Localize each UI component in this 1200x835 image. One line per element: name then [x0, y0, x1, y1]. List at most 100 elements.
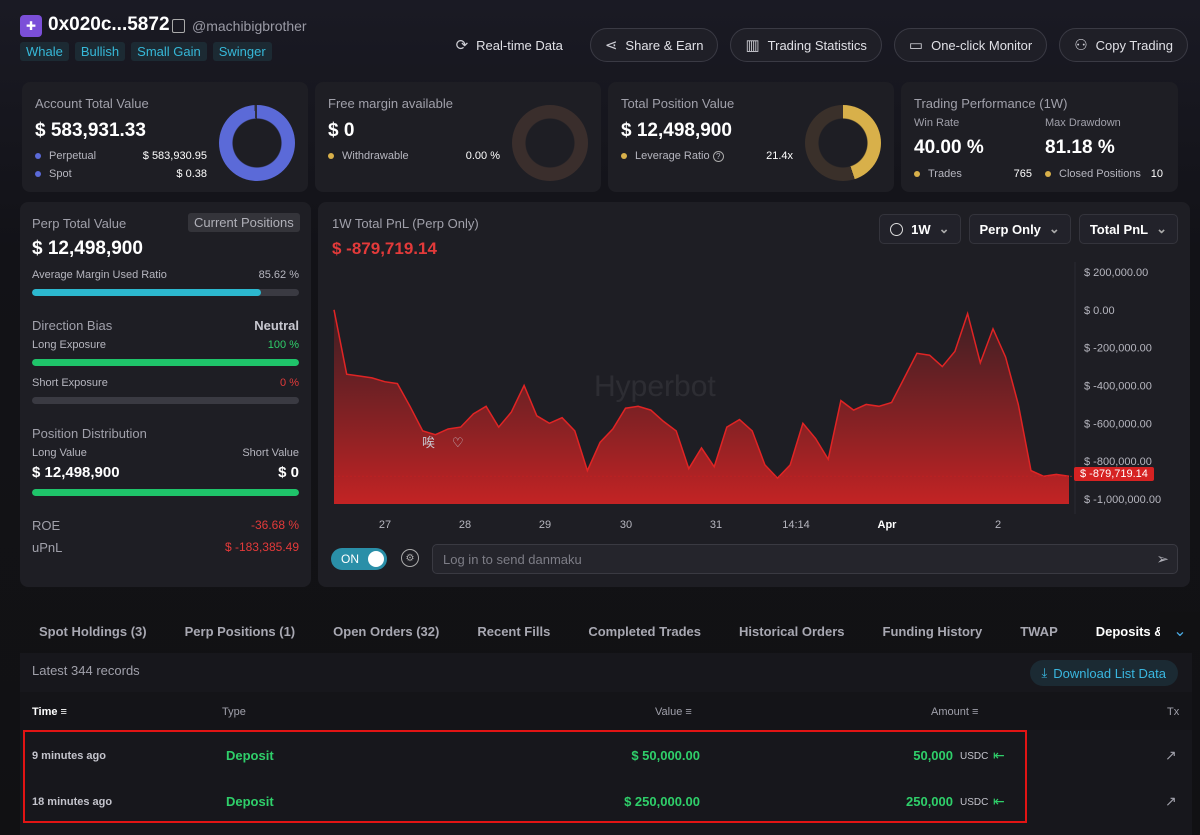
tab-completed-trades[interactable]: Completed Trades: [588, 623, 702, 639]
y-tick-label: $ -600,000.00: [1084, 418, 1152, 430]
row-unit: USDC: [960, 797, 989, 808]
one-click-monitor-label: One-click Monitor: [931, 37, 1033, 53]
heart-icon[interactable]: ♡: [452, 435, 464, 450]
header-amount[interactable]: Amount ≡: [931, 706, 978, 718]
tag-small-gain: Small Gain: [131, 42, 207, 61]
tab-twap[interactable]: TWAP: [1020, 623, 1058, 639]
roe-value: -36.68 %: [250, 518, 299, 532]
tab-perp-positions[interactable]: Perp Positions (1): [184, 623, 296, 639]
more-tabs-icon[interactable]: ⌄: [1160, 612, 1200, 650]
y-tick-label: $ 200,000.00: [1084, 267, 1148, 279]
long-exposure-value: 100 %: [267, 339, 299, 351]
tab-spot-holdings[interactable]: Spot Holdings (3): [39, 623, 147, 639]
y-tick-label: $ -800,000.00: [1084, 456, 1152, 468]
deposit-arrow-icon: ⇤: [993, 793, 1005, 809]
y-tick-label: $ 0.00: [1084, 305, 1115, 317]
pnl-line: [333, 309, 1070, 480]
one-click-monitor-button[interactable]: ▭ One-click Monitor: [893, 28, 1048, 62]
x-axis-ticks: 27 28 29 30 31 14:14 Apr 2: [379, 519, 1001, 531]
margin-ratio-row: Average Margin Used Ratio 85.62 %: [32, 269, 299, 281]
filter-icon: ≡: [60, 706, 67, 718]
spot-label: Spot: [35, 168, 72, 180]
header-time[interactable]: Time ≡: [32, 706, 67, 718]
margin-ratio-label: Average Margin Used Ratio: [32, 269, 167, 281]
row-type: Deposit: [226, 794, 274, 809]
x-tick-label: 31: [710, 519, 722, 531]
direction-bias-value: Neutral: [254, 318, 299, 333]
header-actions: ⟳ Real-time Data ⋖ Share & Earn ▥ Tradin…: [441, 28, 1188, 62]
total-position-card: Total Position Value $ 12,498,900 Levera…: [608, 82, 894, 192]
chevron-down-icon: ⌄: [1048, 221, 1060, 236]
table-row[interactable]: 18 minutes ago Deposit $ 250,000.00 250,…: [20, 779, 1192, 825]
header-value[interactable]: Value ≡: [655, 706, 692, 718]
header-amount-label: Amount: [931, 706, 969, 718]
row-value: $ 50,000.00: [631, 748, 700, 763]
long-value-label: Long Value: [32, 447, 87, 459]
external-link-icon[interactable]: ↗: [1165, 793, 1177, 809]
realtime-data-button[interactable]: ⟳ Real-time Data: [441, 28, 578, 62]
header-value-label: Value: [655, 706, 683, 718]
refresh-icon: ⟳: [455, 37, 469, 54]
scope-dropdown[interactable]: Perp Only ⌄: [968, 214, 1071, 244]
user-handle[interactable]: @machibigbrother: [192, 18, 307, 34]
help-icon[interactable]: ?: [712, 151, 724, 162]
avatar: ✚: [20, 15, 42, 37]
share-icon: ⋖: [604, 37, 618, 54]
monitor-icon: ▭: [908, 37, 924, 54]
perp-panel: Perp Total Value Current Positions $ 12,…: [20, 202, 311, 587]
upnl-label: uPnL: [32, 540, 63, 555]
metric-dropdown[interactable]: Total PnL ⌄: [1078, 214, 1178, 244]
x-tick-label: 30: [620, 519, 632, 531]
external-link-icon[interactable]: ↗: [1165, 747, 1177, 763]
records-count: Latest 344 records: [32, 663, 140, 678]
direction-bias-label: Direction Bias: [32, 318, 113, 333]
danmaku-input[interactable]: Log in to send danmaku ➢: [432, 544, 1178, 574]
perp-total-title: Perp Total Value: [32, 216, 127, 231]
copy-trading-button[interactable]: ⚇ Copy Trading: [1059, 28, 1188, 62]
short-exposure-row: Short Exposure 0 %: [32, 377, 299, 389]
tab-historical-orders[interactable]: Historical Orders: [739, 623, 845, 639]
withdrawable-row: Withdrawable 0.00 %: [328, 150, 500, 162]
current-positions-badge[interactable]: Current Positions: [188, 213, 300, 232]
winrate-value: 40.00 %: [914, 137, 984, 158]
download-button[interactable]: ⤓ Download List Data: [1029, 660, 1178, 686]
tag-swinger: Swinger: [212, 42, 272, 61]
filter-icon: ≡: [971, 706, 979, 718]
withdrawable-value: 0.00 %: [465, 150, 500, 162]
danmaku-toggle[interactable]: ON: [331, 548, 387, 570]
trading-statistics-button[interactable]: ▥ Trading Statistics: [730, 28, 882, 62]
clock-icon: [890, 222, 904, 236]
leverage-label-text: Leverage Ratio: [635, 150, 710, 162]
position-donut: [805, 105, 881, 181]
copy-trading-label: Copy Trading: [1095, 37, 1173, 53]
copy-trading-icon: ⚇: [1074, 37, 1088, 54]
download-icon: ⤓: [1041, 665, 1048, 680]
tab-funding-history[interactable]: Funding History: [882, 623, 983, 639]
table-row[interactable]: 9 minutes ago Deposit $ 50,000.00 50,000…: [20, 733, 1192, 779]
performance-title: Trading Performance (1W): [914, 96, 1068, 111]
wallet-address: 0x020c...5872: [48, 14, 170, 35]
header-tx: Tx: [1167, 706, 1180, 718]
tab-open-orders[interactable]: Open Orders (32): [333, 623, 440, 639]
x-tick-label: 14:14: [782, 519, 810, 531]
header-type: Type: [222, 706, 246, 718]
share-earn-button[interactable]: ⋖ Share & Earn: [589, 28, 719, 62]
scope-label: Perp Only: [979, 221, 1041, 237]
settings-icon[interactable]: ⚙: [401, 549, 419, 567]
row-unit: USDC: [960, 751, 989, 762]
tab-recent-fills[interactable]: Recent Fills: [477, 623, 551, 639]
pnl-area-chart[interactable]: Hyperbot $ 200,000.00 $ 0.00 $ -200,000.00…: [318, 202, 1190, 587]
chart-filters: 1W ⌄ Perp Only ⌄ Total PnL ⌄: [879, 214, 1178, 244]
withdrawable-label-text: Withdrawable: [342, 150, 409, 162]
closed-positions-label: Closed Positions: [1045, 168, 1141, 180]
total-position-value: $ 12,498,900: [621, 120, 732, 141]
perpetual-label-text: Perpetual: [49, 150, 97, 162]
watermark-text: Hyperbot: [594, 370, 716, 403]
copy-icon[interactable]: [172, 19, 185, 33]
send-icon[interactable]: ➢: [1156, 551, 1169, 568]
row-time: 9 minutes ago: [32, 750, 106, 762]
row-amount: 250,000: [906, 794, 953, 809]
timeframe-dropdown[interactable]: 1W ⌄: [879, 214, 961, 244]
spot-dot: [35, 171, 41, 178]
margin-ratio-fill: [32, 289, 261, 296]
